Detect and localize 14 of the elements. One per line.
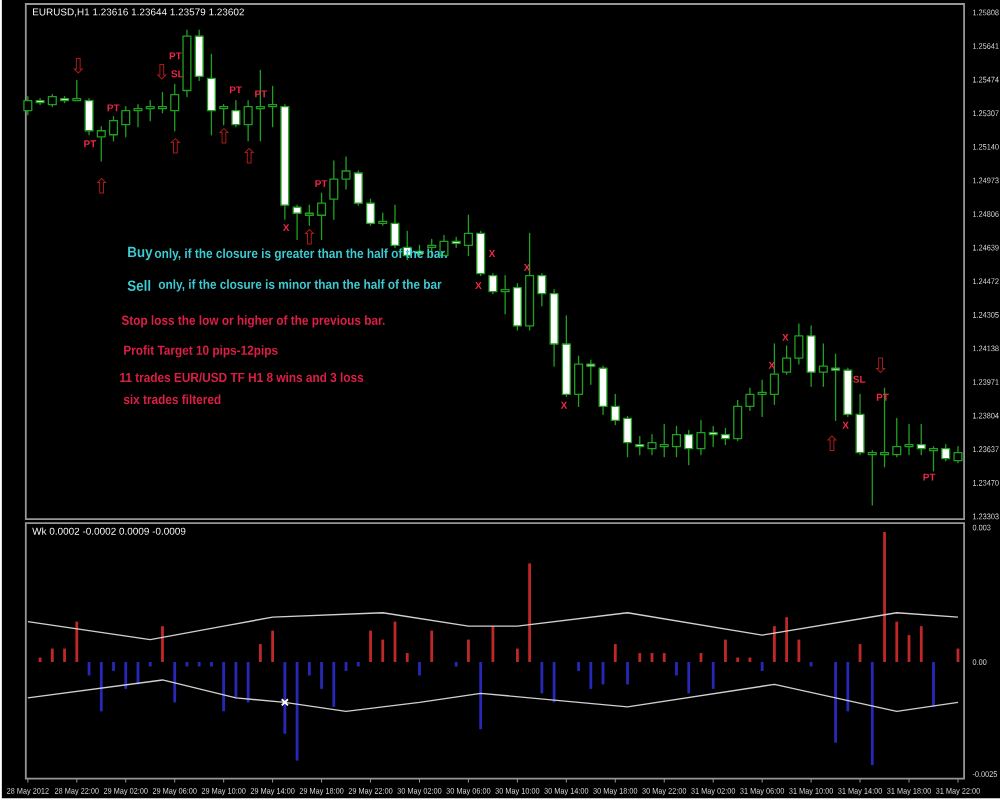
line-series — [27, 611, 959, 641]
annotation: ⇩ — [875, 357, 886, 374]
annotation: ⇧ — [244, 147, 255, 164]
annotation: ⇧ — [304, 228, 315, 245]
candlestick — [23, 95, 33, 116]
annotation: ⇧ — [170, 137, 181, 154]
line-series — [27, 679, 959, 713]
annotation: ⇧ — [218, 127, 230, 144]
candlestick — [488, 272, 498, 295]
candlestick — [231, 99, 241, 128]
annotation: ⇧ — [96, 177, 107, 194]
annotation: ⇩ — [73, 58, 84, 74]
annotation: ⇩ — [156, 64, 167, 80]
annotation: ⇧ — [826, 435, 838, 452]
